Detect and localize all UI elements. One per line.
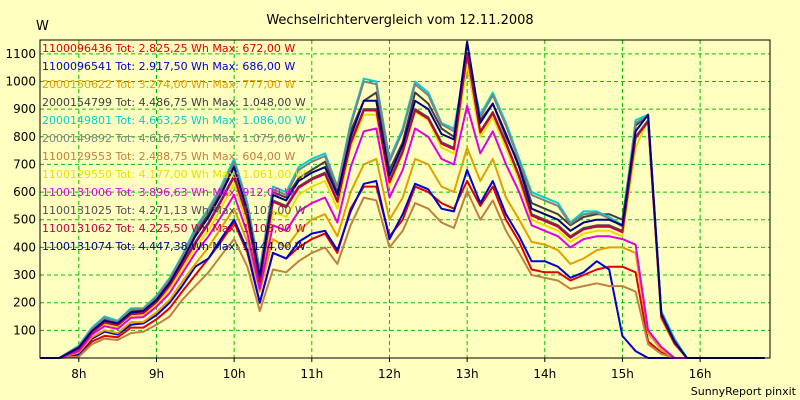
y-tick-label: 800 [13, 130, 36, 144]
legend-entry-1: 1100096436 Tot: 2.825,25 Wh Max: 672,00 … [42, 42, 295, 55]
y-tick-label: 600 [13, 185, 36, 199]
y-tick-label: 700 [13, 157, 36, 171]
x-tick-label: 8h [71, 367, 86, 381]
legend-entry-4: 2000154799 Tot: 4.486,75 Wh Max: 1.048,0… [42, 96, 306, 109]
legend: 1100096436 Tot: 2.825,25 Wh Max: 672,00 … [42, 42, 306, 253]
series-line-1 [40, 180, 765, 359]
footer-credit: SunnyReport pinxit [691, 385, 797, 398]
x-tick-label: 12h [378, 367, 401, 381]
series-lines [40, 40, 765, 359]
axes: 100 200 300 400 500 600 700 800 900 1000 1100 8h 9h 1… [5, 39, 771, 381]
x-tick-label: 11h [300, 367, 323, 381]
x-tick-label: 16h [689, 367, 712, 381]
legend-entry-11: 1100131062 Tot: 4.225,50 Wh Max: 1.103,0… [42, 222, 306, 235]
y-tick-label: 400 [13, 240, 36, 254]
plot-frame [39, 39, 771, 359]
legend-entry-9: 1100131006 Tot: 3.896,63 Wh Max: 912,00 … [42, 186, 295, 199]
legend-entry-5: 2000149801 Tot: 4.663,25 Wh Max: 1.086,0… [42, 114, 306, 127]
series-line-7 [40, 190, 765, 359]
series-line-12 [40, 40, 765, 359]
x-tick-label: 9h [149, 367, 164, 381]
chart-title: Wechselrichtervergleich vom 12.11.2008 [266, 13, 533, 28]
series-line-11 [40, 52, 765, 359]
y-tick-label: 500 [13, 213, 36, 227]
legend-entry-7: 1100129553 Tot: 2.488,75 Wh Max: 604,00 … [42, 150, 295, 163]
legend-entry-12: 1100131074 Tot: 4.447,38 Wh Max: 1.144,0… [42, 240, 306, 253]
y-tick-label: 1000 [5, 74, 36, 88]
y-tick-label: 1100 [5, 47, 36, 61]
y-tick-label: 900 [13, 102, 36, 116]
y-axis-unit-label: W [36, 19, 49, 34]
series-line-2 [40, 169, 765, 359]
x-tick-label: 13h [456, 367, 479, 381]
y-tick-label: 300 [13, 268, 36, 282]
legend-entry-2: 1100096541 Tot: 2.917,50 Wh Max: 686,00 … [42, 60, 295, 73]
x-tick-label: 15h [611, 367, 634, 381]
legend-entry-8: 1100129550 Tot: 4.177,00 Wh Max: 1.061,0… [42, 168, 306, 181]
grid-lines [40, 40, 770, 358]
legend-entry-3: 2000150622 Tot: 3.274,00 Wh Max: 777,00 … [42, 78, 295, 91]
legend-entry-6: 2000149892 Tot: 4.616,75 Wh Max: 1.075,0… [42, 132, 306, 145]
y-tick-label: 200 [13, 296, 36, 310]
y-tick-label: 100 [13, 323, 36, 337]
x-tick-label: 14h [533, 367, 556, 381]
series-line-9 [40, 104, 765, 359]
x-tick-label: 10h [223, 367, 246, 381]
legend-entry-10: 1100131025 Tot: 4.271,13 Wh Max: 1.102,0… [42, 204, 306, 217]
